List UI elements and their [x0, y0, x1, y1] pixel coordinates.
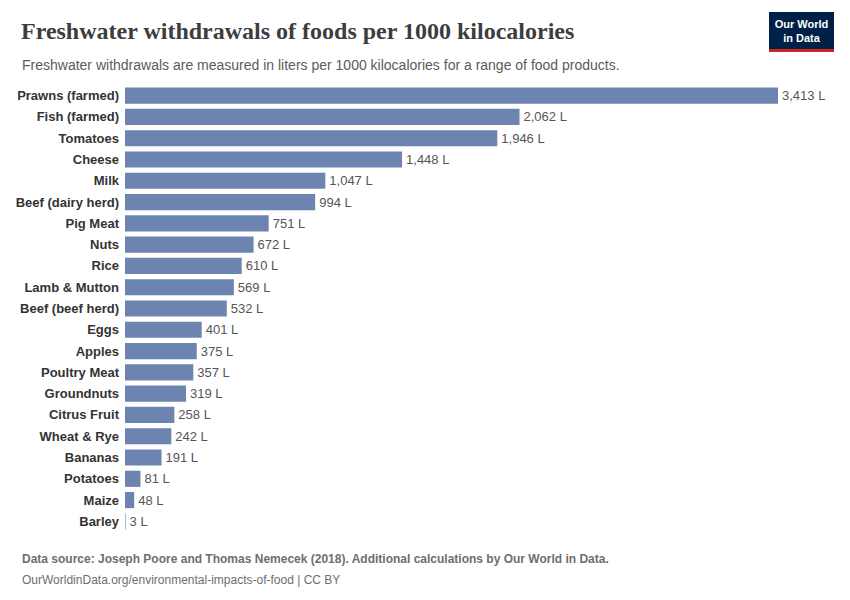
svg-text:48 L: 48 L [138, 493, 163, 508]
svg-text:258 L: 258 L [178, 407, 211, 422]
svg-text:319 L: 319 L [190, 386, 223, 401]
svg-text:672 L: 672 L [258, 237, 291, 252]
svg-text:Poultry Meat: Poultry Meat [41, 365, 120, 380]
svg-text:751 L: 751 L [273, 216, 306, 231]
svg-text:Rice: Rice [92, 258, 119, 273]
svg-text:Beef (beef herd): Beef (beef herd) [20, 301, 119, 316]
svg-text:401 L: 401 L [206, 322, 239, 337]
svg-text:Maize: Maize [84, 493, 119, 508]
svg-text:Data source:: Data source: [22, 552, 95, 566]
svg-text:1,448 L: 1,448 L [406, 152, 449, 167]
svg-text:Eggs: Eggs [87, 322, 119, 337]
svg-text:Barley: Barley [79, 514, 120, 529]
svg-text:Groundnuts: Groundnuts [45, 386, 119, 401]
svg-text:3,413 L: 3,413 L [782, 88, 825, 103]
svg-text:81 L: 81 L [144, 471, 169, 486]
svg-text:242 L: 242 L [175, 429, 208, 444]
svg-text:Fish (farmed): Fish (farmed) [37, 109, 119, 124]
svg-text:Pig Meat: Pig Meat [66, 216, 120, 231]
svg-text:1,047 L: 1,047 L [329, 173, 372, 188]
svg-text:Tomatoes: Tomatoes [59, 131, 119, 146]
svg-text:610 L: 610 L [246, 258, 279, 273]
svg-text:Lamb & Mutton: Lamb & Mutton [24, 280, 119, 295]
svg-text:1,946 L: 1,946 L [501, 131, 544, 146]
svg-text:Freshwater withdrawals are mea: Freshwater withdrawals are measured in l… [22, 57, 620, 73]
svg-text:Wheat & Rye: Wheat & Rye [40, 429, 119, 444]
svg-text:Citrus Fruit: Citrus Fruit [49, 407, 120, 422]
svg-text:Joseph Poore and Thomas Nemece: Joseph Poore and Thomas Nemecek (2018). … [98, 552, 609, 566]
svg-text:994 L: 994 L [319, 195, 352, 210]
svg-text:OurWorldinData.org/environment: OurWorldinData.org/environmental-impacts… [22, 573, 340, 587]
svg-text:Prawns (farmed): Prawns (farmed) [17, 88, 119, 103]
svg-text:357 L: 357 L [197, 365, 230, 380]
svg-text:in Data: in Data [783, 32, 821, 44]
svg-text:Potatoes: Potatoes [64, 471, 119, 486]
svg-text:532 L: 532 L [231, 301, 264, 316]
svg-text:Our World: Our World [775, 18, 829, 30]
svg-text:Bananas: Bananas [65, 450, 119, 465]
svg-text:Milk: Milk [94, 173, 120, 188]
svg-text:191 L: 191 L [166, 450, 199, 465]
svg-text:375 L: 375 L [201, 344, 234, 359]
svg-text:2,062 L: 2,062 L [524, 109, 567, 124]
svg-text:Apples: Apples [76, 344, 119, 359]
svg-text:569 L: 569 L [238, 280, 271, 295]
svg-text:Beef (dairy herd): Beef (dairy herd) [16, 195, 119, 210]
svg-text:Freshwater withdrawals of food: Freshwater withdrawals of foods per 1000… [21, 18, 574, 44]
svg-text:3 L: 3 L [130, 514, 148, 529]
svg-text:Nuts: Nuts [90, 237, 119, 252]
svg-text:Cheese: Cheese [73, 152, 119, 167]
